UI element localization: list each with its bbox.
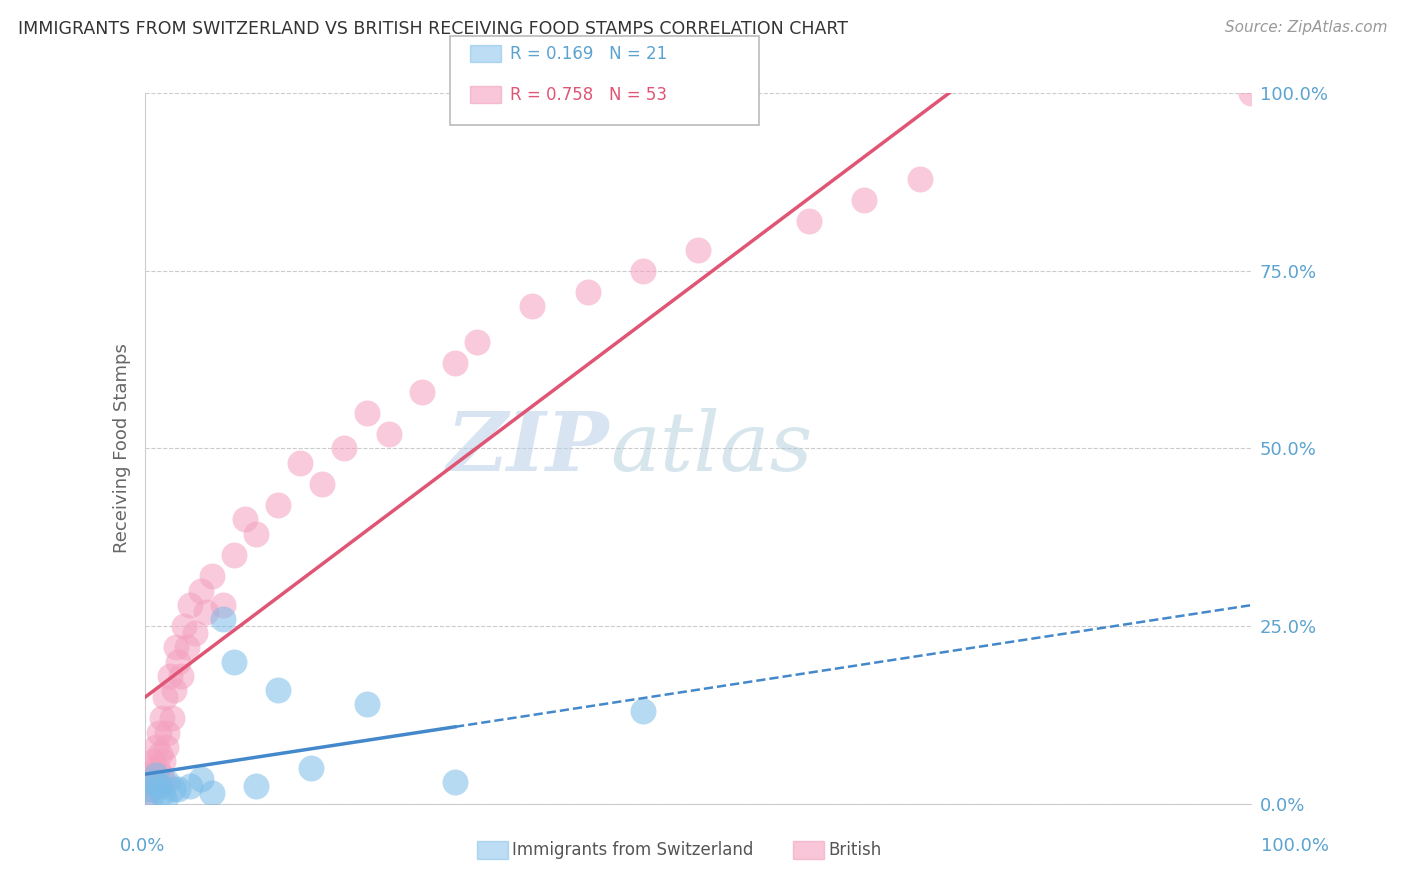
Point bbox=[153, 775, 176, 789]
Text: atlas: atlas bbox=[610, 409, 813, 489]
Point bbox=[143, 779, 166, 793]
Point bbox=[179, 779, 201, 793]
Point bbox=[148, 779, 170, 793]
Point bbox=[195, 605, 218, 619]
Point bbox=[156, 775, 179, 789]
Point bbox=[631, 264, 654, 278]
Point bbox=[167, 655, 190, 669]
Point bbox=[333, 442, 356, 456]
Point bbox=[522, 300, 544, 314]
Text: 100.0%: 100.0% bbox=[1261, 837, 1329, 855]
Point bbox=[201, 569, 224, 583]
Point bbox=[143, 775, 166, 789]
Point bbox=[222, 655, 245, 669]
Point bbox=[853, 193, 876, 207]
Point bbox=[211, 612, 233, 626]
Point bbox=[444, 775, 467, 789]
Point bbox=[160, 711, 183, 725]
Point bbox=[176, 640, 198, 655]
Point bbox=[143, 775, 166, 789]
Point bbox=[159, 669, 181, 683]
Point bbox=[145, 739, 167, 754]
Point bbox=[149, 768, 172, 782]
Point bbox=[267, 682, 290, 697]
Point bbox=[139, 782, 162, 797]
Point bbox=[190, 583, 212, 598]
Point bbox=[631, 704, 654, 718]
Point bbox=[245, 526, 267, 541]
Point bbox=[148, 725, 170, 739]
Point bbox=[145, 768, 167, 782]
Point bbox=[138, 761, 160, 775]
Point bbox=[222, 548, 245, 562]
Point bbox=[201, 786, 224, 800]
Y-axis label: Receiving Food Stamps: Receiving Food Stamps bbox=[114, 343, 131, 553]
Point bbox=[411, 384, 433, 399]
Point bbox=[149, 747, 172, 761]
Point bbox=[576, 285, 599, 300]
Text: Immigrants from Switzerland: Immigrants from Switzerland bbox=[512, 841, 754, 859]
Point bbox=[444, 356, 467, 370]
Point bbox=[190, 772, 212, 786]
Point bbox=[688, 243, 710, 257]
Text: Source: ZipAtlas.com: Source: ZipAtlas.com bbox=[1225, 20, 1388, 35]
Text: IMMIGRANTS FROM SWITZERLAND VS BRITISH RECEIVING FOOD STAMPS CORRELATION CHART: IMMIGRANTS FROM SWITZERLAND VS BRITISH R… bbox=[18, 20, 848, 37]
Point bbox=[138, 782, 160, 797]
Point bbox=[377, 427, 399, 442]
Point bbox=[156, 725, 179, 739]
Point bbox=[163, 682, 186, 697]
Text: British: British bbox=[828, 841, 882, 859]
Point bbox=[152, 754, 174, 768]
Point bbox=[155, 793, 177, 807]
Point bbox=[245, 779, 267, 793]
Point bbox=[184, 626, 207, 640]
Point bbox=[465, 334, 488, 349]
Point bbox=[1240, 87, 1263, 101]
Text: R = 0.758   N = 53: R = 0.758 N = 53 bbox=[510, 86, 668, 103]
Point bbox=[138, 775, 160, 789]
Point bbox=[167, 782, 190, 797]
Point bbox=[267, 498, 290, 512]
Point bbox=[139, 789, 162, 804]
Point bbox=[155, 739, 177, 754]
Point bbox=[356, 697, 378, 711]
Point bbox=[142, 754, 165, 768]
Point bbox=[179, 598, 201, 612]
Point bbox=[211, 598, 233, 612]
Point bbox=[150, 786, 173, 800]
Point bbox=[150, 711, 173, 725]
Text: ZIP: ZIP bbox=[447, 409, 610, 489]
Point bbox=[136, 786, 159, 800]
Point bbox=[162, 782, 184, 797]
Point bbox=[233, 512, 256, 526]
Point bbox=[797, 214, 820, 228]
Point bbox=[311, 477, 333, 491]
Point bbox=[299, 761, 322, 775]
Point bbox=[155, 690, 177, 704]
Text: R = 0.169   N = 21: R = 0.169 N = 21 bbox=[510, 45, 668, 62]
Point bbox=[170, 669, 193, 683]
Point bbox=[288, 456, 311, 470]
Point bbox=[141, 768, 163, 782]
Point bbox=[173, 619, 195, 633]
Text: 0.0%: 0.0% bbox=[120, 837, 165, 855]
Point bbox=[356, 406, 378, 420]
Point bbox=[165, 640, 187, 655]
Point bbox=[146, 761, 169, 775]
Point bbox=[908, 171, 931, 186]
